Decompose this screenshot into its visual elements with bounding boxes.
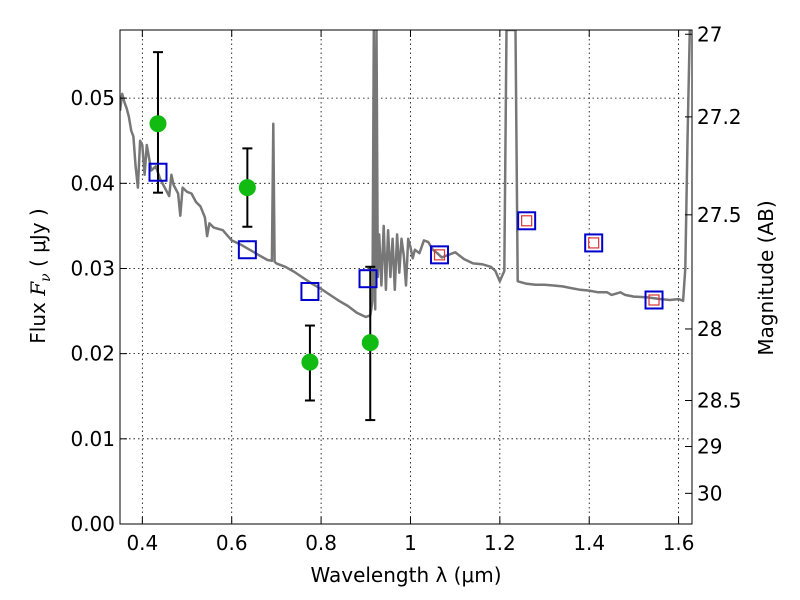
axes-frame [119,29,693,525]
plot-area [120,30,692,422]
right-tick-label: 30 [697,481,722,505]
x-tick-label: 1.4 [573,531,605,555]
x-tick-label: 0.8 [305,531,337,555]
photometry-point [149,115,167,133]
y-tick-label: 0.05 [70,86,115,110]
axis-ticks: 0.4 0.6 0.8 1 1.2 1.4 1.6 0.00 0.01 0.02 0.03 0.04 0… [70,22,741,555]
model-flux-inner-square [588,237,600,249]
x-tick-label: 0.6 [216,531,248,555]
right-tick-label: 29 [697,434,722,458]
photometry-point [238,179,256,197]
photometry-point [301,353,319,371]
y-label-prefix: Flux [26,296,50,344]
model-flux-square [517,211,537,231]
model-flux-square [148,162,168,182]
y-axis-label-right: Magnitude (AB) [754,200,778,355]
y-label-symbol: F [26,281,50,297]
model-flux-square [644,290,664,310]
right-tick-label: 27 [697,22,722,46]
model-flux-square [584,233,604,253]
right-tick-label: 27.5 [697,203,742,227]
y-axis-label-left: Flux Fν ( μJy ) [26,208,54,343]
y-tick-label: 0.04 [70,171,115,195]
model-flux-inner-square [648,294,660,306]
sed-model-line [120,30,692,319]
y-tick-label: 0.00 [70,512,115,536]
model-flux-square [358,269,378,289]
x-axis-label: Wavelength λ (μm) [310,563,501,587]
y-label-subscript: ν [38,273,54,282]
y-tick-label: 0.02 [70,342,115,366]
model-flux-square [237,240,257,260]
right-tick-label: 27.2 [697,105,742,129]
right-tick-label: 28.5 [697,389,742,413]
photometry-point [361,334,379,352]
x-tick-label: 0.4 [126,531,158,555]
x-tick-label: 1.6 [663,531,695,555]
x-tick-label: 1.2 [484,531,516,555]
x-tick-label: 1 [404,531,417,555]
right-tick-label: 28 [697,317,722,341]
y-tick-label: 0.01 [70,427,115,451]
y-tick-label: 0.03 [70,256,115,280]
model-flux-inner-square [521,215,533,227]
model-flux-square [300,281,320,301]
model-flux-square [430,245,450,265]
y-label-suffix: ( μJy ) [26,208,50,273]
model-flux-inner-square [433,249,446,261]
